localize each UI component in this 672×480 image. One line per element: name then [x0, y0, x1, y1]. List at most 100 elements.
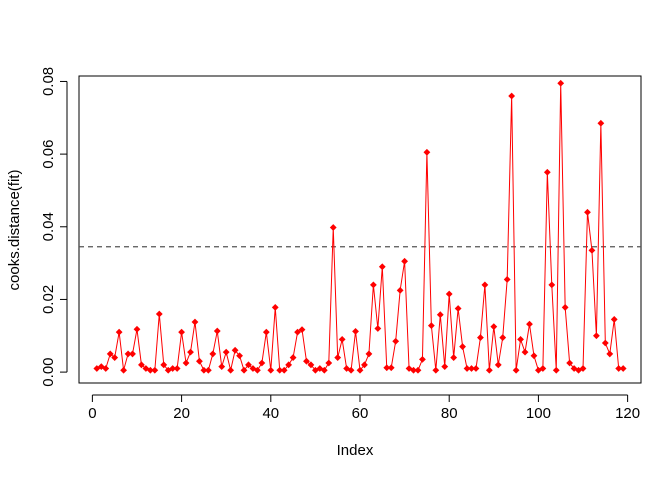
data-point [552, 366, 560, 374]
data-point [436, 311, 444, 319]
y-tick-label: 0.08 [40, 67, 57, 96]
data-point [307, 361, 315, 369]
data-point [369, 281, 377, 289]
data-point [276, 366, 284, 374]
y-tick-label: 0.02 [40, 285, 57, 314]
data-point [169, 365, 177, 372]
data-point [155, 310, 163, 318]
data-point [419, 355, 426, 363]
data-point [204, 366, 212, 374]
data-point [503, 276, 511, 283]
data-point [477, 334, 484, 341]
data-point [289, 354, 297, 361]
data-point [129, 350, 136, 358]
data-point [374, 325, 382, 332]
data-point [387, 364, 395, 372]
data-point [240, 366, 248, 374]
data-point [619, 365, 627, 372]
data-point [356, 366, 364, 374]
data-point [485, 366, 493, 374]
x-tick-label: 20 [173, 405, 190, 422]
data-point [182, 359, 190, 367]
data-point [294, 328, 301, 336]
x-axis: 0 20 40 60 80 100 120 [88, 394, 640, 422]
data-point [557, 79, 565, 87]
x-tick-label: 120 [615, 405, 640, 422]
data-point [178, 328, 185, 336]
data-point [173, 365, 181, 372]
data-point [120, 366, 128, 374]
data-point [383, 364, 391, 372]
data-point [561, 304, 569, 311]
data-point [267, 366, 275, 374]
data-point [97, 363, 105, 371]
x-tick-label: 60 [352, 405, 369, 422]
data-point [512, 366, 520, 374]
data-point [320, 366, 328, 374]
data-point [579, 365, 587, 372]
data-point [601, 339, 609, 347]
data-point [615, 365, 623, 372]
data-point [222, 348, 230, 356]
data-point [450, 354, 458, 361]
data-point [218, 363, 226, 371]
data-point [196, 357, 203, 365]
data-point [463, 365, 471, 372]
data-point [124, 350, 132, 358]
data-point [499, 334, 507, 341]
data-point [378, 263, 386, 271]
data-point [454, 305, 462, 312]
data-point [490, 323, 498, 331]
data-point [347, 366, 355, 374]
data-point [468, 365, 475, 372]
data-point [151, 366, 159, 374]
data-point [133, 325, 141, 333]
y-tick-label: 0.00 [40, 357, 57, 386]
data-point [93, 365, 101, 372]
data-point [472, 365, 480, 372]
data-point [445, 290, 453, 298]
y-axis-label: cooks.distance(fit) [6, 170, 23, 291]
data-point [200, 366, 208, 374]
data-point [138, 361, 145, 369]
series-line [96, 83, 624, 372]
data-point [262, 328, 270, 336]
data-point [115, 328, 123, 336]
data-point [102, 365, 110, 372]
data-point [584, 208, 591, 216]
data-point [606, 350, 614, 358]
data-point [526, 320, 533, 328]
data-point [481, 281, 489, 289]
data-point [329, 224, 337, 231]
data-point [209, 350, 217, 358]
data-point [410, 366, 417, 374]
plot-frame [78, 75, 642, 384]
x-tick-label: 40 [262, 405, 279, 422]
data-point [592, 332, 600, 340]
x-tick-label: 100 [526, 405, 551, 422]
data-point [423, 148, 431, 156]
data-point [280, 366, 288, 374]
data-point [566, 359, 574, 367]
y-axis: 0.00 0.02 0.04 0.06 0.08 [40, 67, 68, 387]
x-tick-label: 0 [88, 405, 96, 422]
data-point [459, 343, 466, 351]
data-point [539, 365, 547, 372]
data-point [597, 119, 605, 127]
data-point [213, 327, 221, 335]
x-axis-label: Index [337, 442, 374, 459]
data-point [191, 318, 199, 326]
data-point [146, 366, 154, 374]
data-point [352, 328, 359, 335]
data-point [334, 354, 342, 361]
data-point [610, 316, 618, 323]
data-point [508, 92, 516, 100]
data-point [396, 286, 404, 294]
data-point [432, 366, 440, 374]
data-point [517, 336, 524, 343]
data-point [258, 359, 266, 367]
y-tick-label: 0.06 [40, 140, 57, 169]
data-point [588, 246, 596, 254]
x-tick-label: 80 [441, 405, 458, 422]
